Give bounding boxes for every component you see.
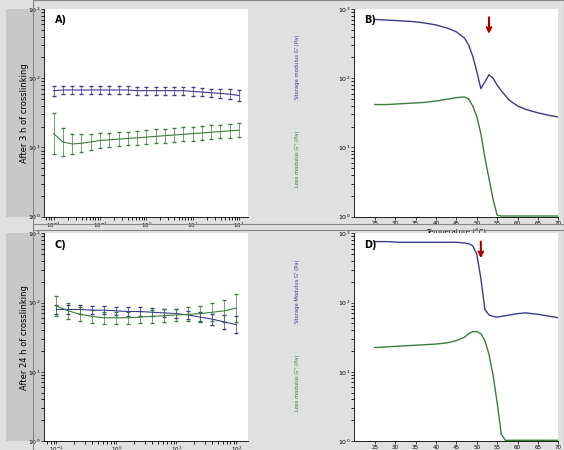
Text: After 24 h of crosslinking: After 24 h of crosslinking <box>20 285 29 390</box>
Text: D): D) <box>364 239 377 250</box>
Text: Storage Modulus G' (Pa): Storage Modulus G' (Pa) <box>295 260 299 323</box>
Text: Storage modulus G' (Pa): Storage modulus G' (Pa) <box>295 35 299 99</box>
Text: Loss modulus G'' (Pa): Loss modulus G'' (Pa) <box>295 130 299 187</box>
Text: C): C) <box>55 239 67 250</box>
Text: A): A) <box>55 15 67 25</box>
Text: Loss modulus G'' (Pa): Loss modulus G'' (Pa) <box>295 355 299 411</box>
Text: B): B) <box>364 15 376 25</box>
X-axis label: Oscillation strain (%): Oscillation strain (%) <box>109 233 183 239</box>
Text: After 3 h of crosslinking: After 3 h of crosslinking <box>20 63 29 163</box>
X-axis label: Temperature (°C): Temperature (°C) <box>426 229 486 236</box>
